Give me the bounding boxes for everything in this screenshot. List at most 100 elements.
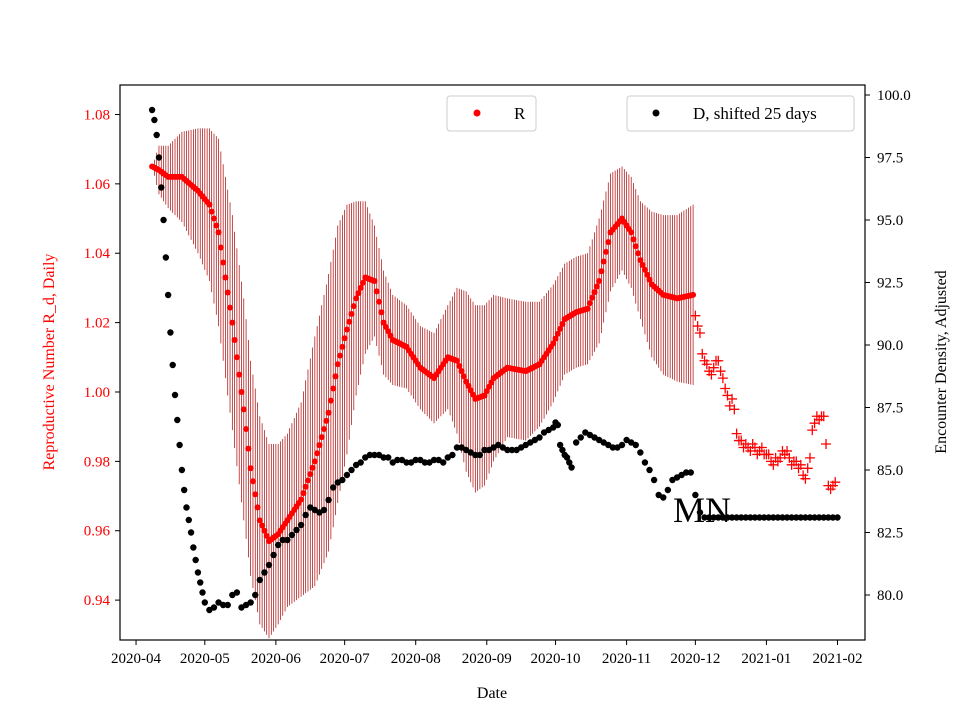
d-point <box>577 434 584 441</box>
r-point <box>598 268 605 275</box>
r-point <box>552 335 559 342</box>
d-point <box>650 476 658 484</box>
r-point <box>263 532 270 539</box>
r-point <box>208 208 215 215</box>
y-left-tick-label: 0.98 <box>84 454 110 470</box>
r-point <box>220 259 227 266</box>
x-tick-label: 2020-09 <box>462 651 512 667</box>
d-series <box>148 106 841 614</box>
legend-r: R <box>446 95 537 132</box>
d-point <box>747 514 754 521</box>
r-tail-point <box>720 383 731 394</box>
d-point <box>169 361 176 369</box>
r-point <box>690 291 697 298</box>
d-point <box>793 514 800 521</box>
d-point <box>692 491 699 499</box>
y-axis-left: 0.94 0.96 0.98 1.00 1.02 1.04 1.06 1.08 <box>84 107 120 609</box>
r-point <box>359 279 366 286</box>
r-point <box>224 289 231 296</box>
d-point <box>302 511 309 519</box>
d-point <box>366 451 374 459</box>
r-point <box>628 229 635 236</box>
d-point <box>646 466 653 474</box>
d-point <box>774 514 782 521</box>
r-point <box>325 409 332 416</box>
y-right-tick-label: 85.0 <box>877 463 903 479</box>
r-tail-point <box>706 369 717 380</box>
r-tail-point <box>795 459 806 470</box>
legend-r-box <box>446 95 537 132</box>
d-point <box>187 529 195 536</box>
y-right-tick-label: 95.0 <box>877 213 903 229</box>
d-point <box>421 459 429 466</box>
d-point <box>394 456 401 464</box>
d-point <box>284 536 291 544</box>
r-point <box>261 527 268 534</box>
r-point <box>591 289 598 296</box>
r-tail-point <box>763 449 774 460</box>
x-tick-label: 2020-07 <box>320 651 370 667</box>
y-axis-right: 80.0 82.5 85.0 87.5 90.0 92.5 95.0 97.5 100.0 <box>865 88 911 604</box>
d-point <box>770 514 777 521</box>
r-point <box>346 318 353 325</box>
d-point <box>151 116 158 124</box>
d-point <box>779 514 786 521</box>
x-tick-label: 2020-05 <box>180 651 230 667</box>
r-tail-point <box>708 362 719 373</box>
r-series <box>149 163 697 545</box>
d-point <box>719 514 727 521</box>
legend-r-label: R <box>514 104 526 123</box>
y-right-tick-label: 90.0 <box>877 338 903 354</box>
d-point <box>802 514 809 521</box>
x-tick-label: 2021-02 <box>812 651 862 667</box>
r-point <box>644 271 651 278</box>
r-point <box>238 388 245 395</box>
d-point <box>609 444 617 451</box>
d-point <box>751 514 759 521</box>
r-point <box>321 425 328 432</box>
x-axis-label: Date <box>477 685 507 702</box>
d-point <box>453 444 461 451</box>
d-point <box>256 576 264 584</box>
d-point <box>197 579 204 586</box>
legend-d-label: D, shifted 25 days <box>693 104 817 123</box>
y-right-tick-label: 82.5 <box>877 526 903 542</box>
r-point <box>596 277 603 284</box>
d-point <box>536 434 543 441</box>
d-point <box>380 454 387 461</box>
d-point <box>559 446 566 454</box>
r-point <box>584 305 591 312</box>
y-left-tick-label: 0.96 <box>84 524 111 540</box>
d-point <box>811 514 818 521</box>
x-tick-label: 2020-06 <box>251 651 301 667</box>
x-tick-label: 2020-11 <box>602 651 651 667</box>
r-tail-point <box>821 439 832 450</box>
r-point <box>350 303 357 310</box>
r-tail-point <box>731 428 742 439</box>
d-point <box>760 514 768 521</box>
r-point <box>337 352 344 359</box>
r-point <box>217 244 224 251</box>
y-right-tick-label: 92.5 <box>877 276 903 292</box>
d-point <box>815 514 823 521</box>
r-point <box>632 243 639 250</box>
r-point <box>233 354 240 361</box>
r-point <box>348 310 355 317</box>
r-tail-point <box>830 477 841 488</box>
d-point <box>641 459 649 466</box>
d-point <box>270 551 277 559</box>
r-point <box>334 361 341 368</box>
d-point <box>481 446 488 454</box>
d-point <box>806 514 814 521</box>
r-point <box>229 319 236 326</box>
r-tail-point <box>715 366 726 377</box>
r-point <box>641 266 648 273</box>
r-tail-point <box>782 445 793 456</box>
d-point <box>788 514 795 521</box>
d-point <box>728 514 736 521</box>
d-point <box>171 391 179 399</box>
d-point <box>508 446 516 454</box>
r-point <box>213 222 220 229</box>
d-point <box>476 451 484 459</box>
r-point <box>456 362 463 369</box>
